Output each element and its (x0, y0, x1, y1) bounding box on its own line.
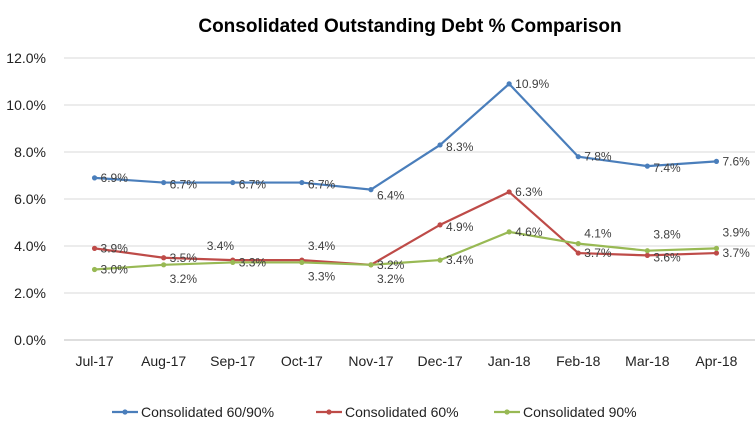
y-tick-label: 8.0% (14, 144, 46, 160)
data-point (575, 241, 581, 247)
data-point (91, 175, 98, 181)
data-label: 3.7% (722, 246, 750, 260)
x-tick-label: Nov-17 (348, 353, 393, 369)
data-point (575, 154, 581, 160)
data-point (713, 245, 720, 251)
y-tick-label: 12.0% (6, 50, 46, 66)
data-label: 6.7% (308, 178, 336, 192)
y-tick-label: 10.0% (6, 97, 46, 113)
data-label: 6.9% (101, 171, 129, 185)
legend-marker (122, 409, 128, 415)
data-label: 7.4% (653, 161, 681, 175)
x-tick-label: Aug-17 (141, 353, 186, 369)
series-line (94, 82, 717, 191)
data-point (91, 245, 98, 251)
data-label: 4.6% (515, 225, 543, 239)
data-point (713, 250, 720, 256)
chart-title: Consolidated Outstanding Debt % Comparis… (198, 16, 621, 37)
data-point (230, 179, 236, 186)
y-tick-label: 2.0% (14, 285, 46, 301)
data-label: 3.5% (170, 251, 198, 265)
x-tick-label: Jan-18 (488, 353, 531, 369)
x-tick-label: Mar-18 (625, 353, 670, 369)
data-label: 8.3% (446, 140, 474, 154)
data-label: 3.2% (170, 272, 198, 286)
data-point (161, 179, 167, 186)
data-point (91, 266, 98, 273)
data-label: 3.7% (584, 246, 612, 260)
data-point (437, 257, 443, 263)
legend-label: Consolidated 60/90% (141, 404, 274, 420)
data-point (161, 262, 167, 268)
data-label: 3.2% (377, 258, 405, 272)
legend-label: Consolidated 90% (523, 404, 637, 420)
x-tick-label: Jul-17 (75, 353, 113, 369)
legend-label: Consolidated 60% (345, 404, 459, 420)
data-label: 4.1% (584, 227, 612, 241)
y-tick-label: 4.0% (14, 238, 46, 254)
data-point (506, 229, 512, 235)
data-label: 3.8% (653, 228, 681, 242)
data-label: 3.4% (207, 239, 235, 253)
y-tick-label: 6.0% (14, 191, 46, 207)
data-label: 7.6% (722, 154, 750, 168)
data-label: 3.4% (308, 239, 336, 253)
data-point (437, 222, 443, 228)
data-point (299, 179, 305, 186)
data-point (368, 187, 374, 193)
data-label: 10.9% (515, 77, 549, 91)
data-label: 6.4% (377, 189, 405, 203)
x-tick-label: Feb-18 (556, 353, 601, 369)
data-label: 6.7% (170, 178, 198, 192)
legend-marker (504, 409, 510, 415)
y-tick-label: 0.0% (14, 332, 46, 348)
x-tick-label: Oct-17 (281, 353, 323, 369)
data-point (230, 259, 236, 266)
data-point (644, 252, 650, 258)
legend-marker (326, 409, 332, 415)
data-label: 3.2% (377, 272, 405, 286)
data-point (575, 250, 581, 256)
data-point (506, 189, 512, 195)
data-point (437, 142, 443, 148)
data-point (161, 255, 167, 261)
data-label: 3.3% (239, 255, 267, 269)
series-line (94, 230, 717, 271)
data-label: 3.9% (722, 225, 750, 239)
data-label: 7.8% (584, 150, 612, 164)
data-label: 6.3% (515, 185, 543, 199)
data-point (644, 163, 650, 169)
x-tick-label: Apr-18 (695, 353, 737, 369)
data-label: 3.9% (101, 241, 129, 255)
series-line (94, 190, 717, 266)
x-tick-label: Dec-17 (417, 353, 462, 369)
data-point (506, 81, 512, 87)
x-tick-label: Sep-17 (210, 353, 255, 369)
data-point (368, 262, 374, 268)
data-label: 3.6% (653, 250, 681, 264)
data-label: 3.3% (308, 269, 336, 283)
data-point (299, 259, 305, 266)
data-label: 4.9% (446, 220, 474, 234)
data-label: 6.7% (239, 178, 267, 192)
data-point (713, 158, 720, 164)
data-label: 3.0% (101, 263, 129, 277)
data-label: 3.4% (446, 253, 474, 267)
data-point (644, 248, 650, 254)
